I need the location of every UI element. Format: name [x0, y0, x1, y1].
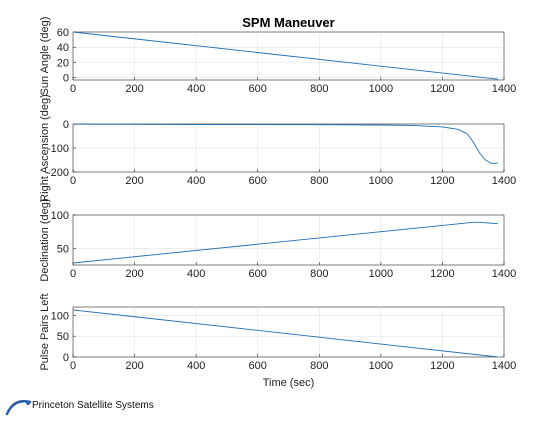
y-axis-label: Sun Angle (deg)	[39, 17, 51, 96]
axes-box	[72, 306, 505, 358]
y-axis-label: Pulse Pairs Left	[39, 293, 51, 370]
x-tick-label: 0	[70, 360, 76, 372]
x-tick-label: 200	[125, 268, 143, 280]
x-tick-label: 1000	[369, 83, 393, 95]
axes-box	[72, 214, 505, 266]
x-tick-label: 600	[249, 360, 267, 372]
y-tick-label: 20	[57, 57, 69, 69]
x-tick-label: 200	[125, 360, 143, 372]
company-logo: Princeton Satellite Systems	[4, 394, 154, 418]
y-tick-label: 40	[57, 42, 69, 54]
logo-text: Princeton Satellite Systems	[32, 400, 154, 411]
x-tick-label: 400	[187, 360, 205, 372]
x-tick-label: 400	[187, 83, 205, 95]
y-tick-label: 0	[63, 352, 69, 364]
x-tick-label: 0	[70, 268, 76, 280]
x-tick-label: 400	[187, 268, 205, 280]
y-tick-label: 50	[57, 331, 69, 343]
x-tick-label: 1000	[369, 360, 393, 372]
x-tick-label: 1000	[369, 175, 393, 187]
series-line-pulse-pairs	[72, 309, 498, 358]
x-axis-label: Time (sec)	[263, 377, 315, 389]
x-tick-label: 800	[310, 83, 328, 95]
x-tick-label: 1400	[492, 175, 516, 187]
x-tick-label: 200	[125, 83, 143, 95]
x-tick-label: 600	[249, 175, 267, 187]
x-tick-label: 1200	[430, 83, 454, 95]
y-tick-label: 0	[63, 119, 69, 131]
subplot-declination: 0 200 400 600 800 1000 1200 1400 50 100Declinatio…	[39, 198, 516, 281]
x-tick-label: 1400	[492, 83, 516, 95]
x-tick-label: 0	[70, 175, 76, 187]
x-tick-label: 0	[70, 83, 76, 95]
x-tick-label: 1400	[492, 268, 516, 280]
y-tick-label: 100	[51, 310, 69, 322]
x-tick-label: 1200	[430, 360, 454, 372]
y-axis-label: Right Ascension (deg)	[39, 94, 51, 202]
x-tick-label: 1000	[369, 268, 393, 280]
x-tick-label: 1400	[492, 360, 516, 372]
y-tick-label: 0	[63, 73, 69, 85]
x-tick-label: 600	[249, 83, 267, 95]
series-line-right-ascension	[72, 123, 498, 165]
subplot-sun-angle: 0 200 400 600 800 1000 1200 1400 0 20 40 60 Sun Angl…	[39, 15, 516, 95]
series-line-declination	[72, 221, 498, 264]
x-tick-label: 1200	[430, 175, 454, 187]
x-tick-label: 600	[249, 268, 267, 280]
chart-title: SPM Maneuver	[242, 15, 334, 30]
y-tick-label: 50	[57, 243, 69, 255]
y-axis-label: Declination (deg)	[39, 198, 51, 281]
y-tick-label: -200	[47, 167, 69, 179]
x-tick-label: 800	[310, 175, 328, 187]
y-tick-label: 100	[51, 210, 69, 222]
satellite-orbit-icon	[5, 400, 32, 416]
y-tick-label: -100	[47, 143, 69, 155]
x-tick-label: 800	[310, 360, 328, 372]
subplot-right-ascension: 0 200 400 600 800 1000 1200 1400 -200 -100 0 Right …	[39, 94, 516, 202]
x-tick-label: 200	[125, 175, 143, 187]
series-line-sun-angle	[72, 31, 498, 80]
x-tick-label: 1200	[430, 268, 454, 280]
x-tick-label: 400	[187, 175, 205, 187]
y-tick-label: 60	[57, 27, 69, 39]
x-tick-label: 800	[310, 268, 328, 280]
